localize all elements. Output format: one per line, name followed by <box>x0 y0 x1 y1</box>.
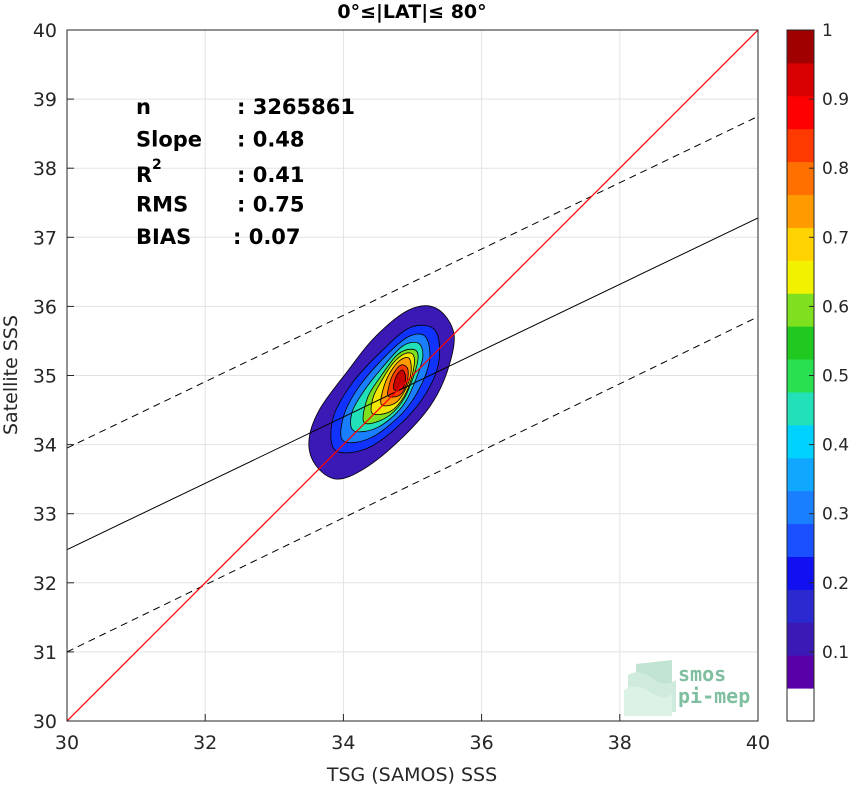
regression-line <box>67 217 758 551</box>
stat-value: : 0.41 <box>237 163 305 187</box>
colorbar-segment <box>787 128 814 163</box>
colorbar-segment <box>787 391 814 426</box>
stat-label: RMS <box>136 193 188 217</box>
colorbar-tick-label: 0.5 <box>822 367 849 387</box>
colorbar-tick-label: 0.8 <box>822 159 849 179</box>
y-tick-label: 31 <box>33 642 57 664</box>
colorbar-tick-label: 0.3 <box>822 505 849 525</box>
y-tick-label: 34 <box>33 435 57 457</box>
colorbar-segment <box>787 260 814 294</box>
regression-bound-line <box>67 115 758 449</box>
stat-value: : 3265861 <box>237 95 355 119</box>
colorbar-segment <box>787 293 814 327</box>
x-tick-label: 38 <box>608 732 632 754</box>
stat-label: R <box>136 163 152 187</box>
colorbar-tick-label: 0.2 <box>822 574 849 594</box>
logo-smos-text: smos <box>678 662 726 686</box>
colorbar <box>786 29 815 722</box>
colorbar-segment <box>787 95 814 130</box>
colorbar-segment <box>787 556 814 590</box>
y-axis-label: Satellite SSS <box>0 315 22 435</box>
colorbar-tick-label: 0.6 <box>822 297 849 317</box>
colorbar-segment <box>787 326 814 360</box>
x-tick-label: 30 <box>55 732 79 754</box>
y-tick-label: 37 <box>33 227 57 249</box>
fit-lines <box>67 30 758 721</box>
y-tick-label: 30 <box>33 711 57 733</box>
y-tick-label: 40 <box>33 20 57 42</box>
colorbar-tick-label: 0.7 <box>822 228 849 248</box>
x-tick-label: 40 <box>746 732 770 754</box>
y-tick-label: 36 <box>33 296 57 318</box>
colorbar-ticks: 0.1 0.2 0.3 0.4 0.5 0.6 0.7 0.8 0.9 1 <box>809 21 849 663</box>
y-tick-label: 35 <box>33 366 57 388</box>
colorbar-segment <box>787 688 814 722</box>
stat-superscript: 2 <box>152 157 162 173</box>
x-axis-label: TSG (SAMOS) SSS <box>326 764 497 786</box>
density-contours <box>308 305 455 480</box>
y-tick-label: 33 <box>33 504 57 526</box>
colorbar-segment <box>787 194 814 228</box>
x-tick-label: 32 <box>193 732 217 754</box>
colorbar-segment <box>787 490 814 525</box>
regression-bound-line <box>67 316 758 653</box>
y-axis-ticks: 30 31 32 33 34 35 36 37 38 39 40 <box>33 20 74 733</box>
y-tick-label: 32 <box>33 573 57 595</box>
stats-box: n : 3265861 Slope : 0.48 R 2 : 0.41 RMS : 0.75 BI… <box>136 95 355 249</box>
logo-pimep-text: pi-mep <box>678 684 750 708</box>
chart-title: 0°≤|LAT|≤ 80° <box>337 1 486 23</box>
colorbar-segment <box>787 457 814 492</box>
stat-value: : 0.48 <box>237 128 305 152</box>
y-tick-label: 39 <box>33 89 57 111</box>
one-to-one-line <box>67 30 758 721</box>
colorbar-tick-label: 0.1 <box>822 643 849 663</box>
colorbar-segment <box>787 227 814 261</box>
colorbar-segment <box>787 62 814 97</box>
colorbar-segment <box>787 161 814 196</box>
stat-label: Slope <box>136 128 202 152</box>
logo-waves-icon <box>624 660 676 716</box>
stat-label: BIAS <box>136 225 191 249</box>
colorbar-tick-label: 0.9 <box>822 90 849 110</box>
x-tick-label: 34 <box>331 732 355 754</box>
smos-pi-mep-logo: smos pi-mep <box>624 660 750 716</box>
colorbar-tick-label: 0.4 <box>822 436 849 456</box>
y-tick-label: 38 <box>33 158 57 180</box>
colorbar-segment <box>787 622 814 656</box>
colorbar-segment <box>787 655 814 689</box>
colorbar-segment <box>787 589 814 623</box>
stat-label: n <box>136 95 151 119</box>
x-axis-ticks: 30 32 34 36 38 40 <box>55 714 770 754</box>
stat-value: : 0.75 <box>237 193 305 217</box>
colorbar-segment <box>787 523 814 557</box>
colorbar-tick-label: 1 <box>822 21 833 41</box>
colorbar-segment <box>787 424 814 459</box>
x-tick-label: 36 <box>470 732 494 754</box>
stat-value: : 0.07 <box>233 225 301 249</box>
grid <box>66 29 759 722</box>
colorbar-segment <box>787 30 814 64</box>
